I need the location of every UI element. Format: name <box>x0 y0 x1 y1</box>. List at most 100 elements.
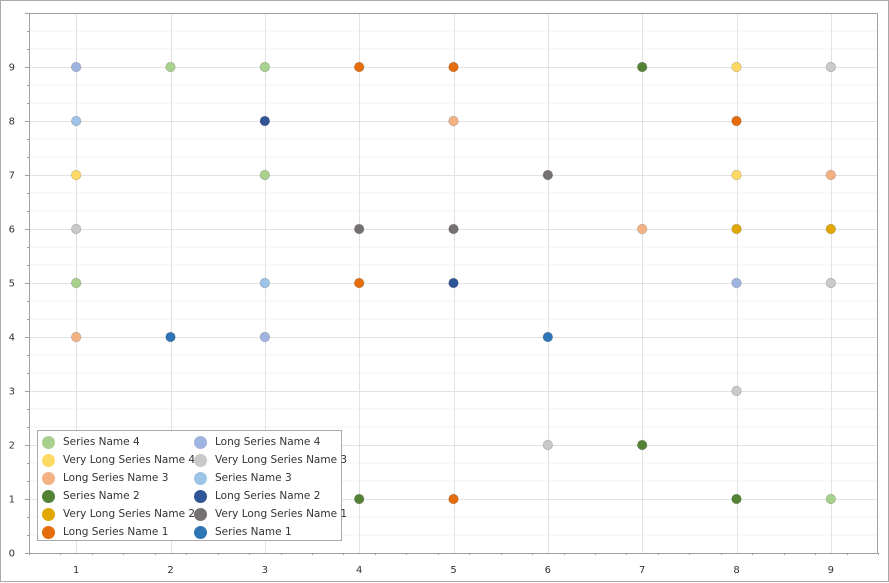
data-point <box>542 169 554 181</box>
data-point <box>731 493 742 505</box>
data-point <box>448 61 459 73</box>
data-point <box>825 61 837 73</box>
legend-item: Very Long Series Name 2 <box>42 505 196 523</box>
legend-label: Very Long Series Name 4 <box>63 454 196 466</box>
data-point <box>731 169 742 181</box>
data-point <box>70 61 82 73</box>
y-tick-label: 1 <box>9 495 15 506</box>
series-group <box>353 61 742 505</box>
data-point <box>259 115 271 127</box>
x-tick-label: 8 <box>733 565 739 576</box>
data-point <box>70 277 82 289</box>
y-tick-label: 2 <box>9 441 15 452</box>
data-point <box>353 493 365 505</box>
x-tick-label: 1 <box>73 565 79 576</box>
legend-swatch <box>194 489 207 503</box>
data-point <box>353 223 365 235</box>
series-group <box>70 61 837 505</box>
legend-swatch <box>194 435 207 449</box>
data-point <box>825 223 837 235</box>
legend-label: Series Name 3 <box>215 472 292 484</box>
legend-swatch <box>42 471 55 485</box>
legend-item: Very Long Series Name 4 <box>42 451 196 469</box>
legend-label: Very Long Series Name 3 <box>215 454 348 466</box>
legend-swatch <box>42 507 55 521</box>
series-group <box>70 61 742 181</box>
data-point <box>448 493 459 505</box>
legend-swatch <box>42 525 55 539</box>
data-point <box>731 277 742 289</box>
legend-item: Series Name 1 <box>194 523 346 541</box>
data-point <box>165 61 176 73</box>
legend-label: Long Series Name 4 <box>215 436 321 448</box>
data-points <box>70 61 837 505</box>
legend-swatch <box>42 435 55 449</box>
x-tick-label: 4 <box>356 565 362 576</box>
x-tick-label: 2 <box>167 565 173 576</box>
data-point <box>731 115 742 127</box>
x-tick-label: 7 <box>639 565 645 576</box>
legend-label: Very Long Series Name 1 <box>215 508 348 520</box>
legend-item: Series Name 2 <box>42 487 194 505</box>
legend-label: Series Name 1 <box>215 526 292 538</box>
series-group <box>353 169 554 235</box>
x-axis-tick-labels: 1 2 3 4 5 6 7 8 9 <box>73 565 834 576</box>
data-point <box>542 331 554 343</box>
legend-label: Series Name 2 <box>63 490 140 502</box>
data-point <box>259 61 271 73</box>
legend-item: Series Name 3 <box>194 469 346 487</box>
y-axis-tick-labels: 0 1 2 3 4 5 6 7 8 9 <box>9 63 15 560</box>
data-point <box>542 439 554 451</box>
data-point <box>448 223 459 235</box>
data-point <box>731 61 742 73</box>
series-group <box>165 331 554 343</box>
legend-item: Long Series Name 3 <box>42 469 194 487</box>
legend-label: Long Series Name 2 <box>215 490 321 502</box>
legend-item: Long Series Name 1 <box>42 523 194 541</box>
legend-label: Long Series Name 3 <box>63 472 169 484</box>
series-group <box>731 223 837 235</box>
legend-item: Very Long Series Name 1 <box>194 505 348 523</box>
series-group <box>259 115 459 289</box>
legend-swatch <box>194 471 207 485</box>
legend-swatch <box>42 453 55 467</box>
x-tick-label: 3 <box>262 565 268 576</box>
data-point <box>825 169 837 181</box>
legend-label: Series Name 4 <box>63 436 140 448</box>
data-point <box>825 493 837 505</box>
data-point <box>70 223 82 235</box>
y-tick-label: 3 <box>9 387 15 398</box>
legend-label: Long Series Name 1 <box>63 526 169 538</box>
y-tick-label: 4 <box>9 333 15 344</box>
y-tick-label: 8 <box>9 117 15 128</box>
legend-swatch <box>194 453 207 467</box>
series-group <box>70 61 837 451</box>
data-point <box>353 61 365 73</box>
data-point <box>731 385 742 397</box>
legend-swatch <box>42 489 55 503</box>
axes <box>29 13 878 554</box>
x-tick-label: 6 <box>545 565 551 576</box>
legend-item: Very Long Series Name 3 <box>194 451 348 469</box>
legend-swatch <box>194 525 207 539</box>
data-point <box>636 439 648 451</box>
y-tick-label: 9 <box>9 63 15 74</box>
legend-swatch <box>194 507 207 521</box>
legend-item: Long Series Name 2 <box>194 487 346 505</box>
series-group <box>70 61 742 343</box>
y-tick-label: 0 <box>9 549 15 560</box>
y-tick-label: 6 <box>9 225 15 236</box>
data-point <box>731 223 742 235</box>
series-group <box>70 115 271 289</box>
data-point <box>825 277 837 289</box>
data-point <box>448 277 459 289</box>
data-point <box>70 169 82 181</box>
series-group <box>70 115 837 343</box>
x-tick-label: 9 <box>828 565 834 576</box>
legend-label: Very Long Series Name 2 <box>63 508 196 520</box>
data-point <box>448 115 459 127</box>
y-tick-label: 5 <box>9 279 15 290</box>
legend: Series Name 4 Very Long Series Name 4 Long… <box>37 430 347 541</box>
